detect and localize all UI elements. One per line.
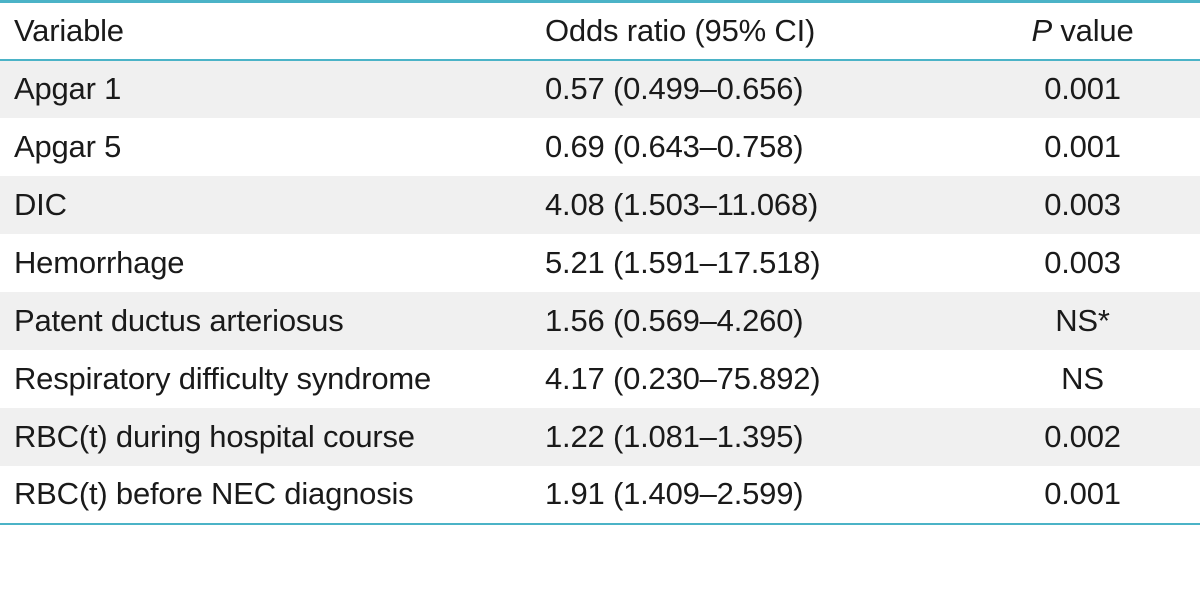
cell-variable: Apgar 5 (0, 118, 545, 176)
table-row: Patent ductus arteriosus 1.56 (0.569–4.2… (0, 292, 1200, 350)
cell-odds: 1.22 (1.081–1.395) (545, 408, 965, 466)
table-row: DIC 4.08 (1.503–11.068) 0.003 (0, 176, 1200, 234)
col-header-variable: Variable (0, 2, 545, 60)
cell-variable: Apgar 1 (0, 60, 545, 118)
cell-p: 0.001 (965, 466, 1200, 524)
cell-variable: RBC(t) during hospital course (0, 408, 545, 466)
table-row: Hemorrhage 5.21 (1.591–17.518) 0.003 (0, 234, 1200, 292)
cell-variable: RBC(t) before NEC diagnosis (0, 466, 545, 524)
table-header-row: Variable Odds ratio (95% CI) P value (0, 2, 1200, 60)
cell-odds: 1.91 (1.409–2.599) (545, 466, 965, 524)
cell-odds: 4.17 (0.230–75.892) (545, 350, 965, 408)
col-header-p: P value (965, 2, 1200, 60)
table-row: Apgar 1 0.57 (0.499–0.656) 0.001 (0, 60, 1200, 118)
table-row: RBC(t) before NEC diagnosis 1.91 (1.409–… (0, 466, 1200, 524)
cell-p: NS (965, 350, 1200, 408)
cell-variable: Patent ductus arteriosus (0, 292, 545, 350)
cell-p: 0.001 (965, 60, 1200, 118)
cell-p: 0.003 (965, 234, 1200, 292)
cell-odds: 0.57 (0.499–0.656) (545, 60, 965, 118)
table-row: RBC(t) during hospital course 1.22 (1.08… (0, 408, 1200, 466)
cell-odds: 1.56 (0.569–4.260) (545, 292, 965, 350)
odds-ratio-table: Variable Odds ratio (95% CI) P value Apg… (0, 0, 1200, 525)
table-body: Apgar 1 0.57 (0.499–0.656) 0.001 Apgar 5… (0, 60, 1200, 524)
cell-p: 0.001 (965, 118, 1200, 176)
p-rest: value (1052, 13, 1134, 48)
cell-p: NS* (965, 292, 1200, 350)
col-header-odds: Odds ratio (95% CI) (545, 2, 965, 60)
cell-p: 0.003 (965, 176, 1200, 234)
cell-p: 0.002 (965, 408, 1200, 466)
cell-variable: DIC (0, 176, 545, 234)
table-row: Respiratory difficulty syndrome 4.17 (0.… (0, 350, 1200, 408)
cell-variable: Hemorrhage (0, 234, 545, 292)
cell-odds: 0.69 (0.643–0.758) (545, 118, 965, 176)
cell-odds: 5.21 (1.591–17.518) (545, 234, 965, 292)
table-row: Apgar 5 0.69 (0.643–0.758) 0.001 (0, 118, 1200, 176)
cell-odds: 4.08 (1.503–11.068) (545, 176, 965, 234)
cell-variable: Respiratory difficulty syndrome (0, 350, 545, 408)
p-italic: P (1031, 13, 1051, 48)
